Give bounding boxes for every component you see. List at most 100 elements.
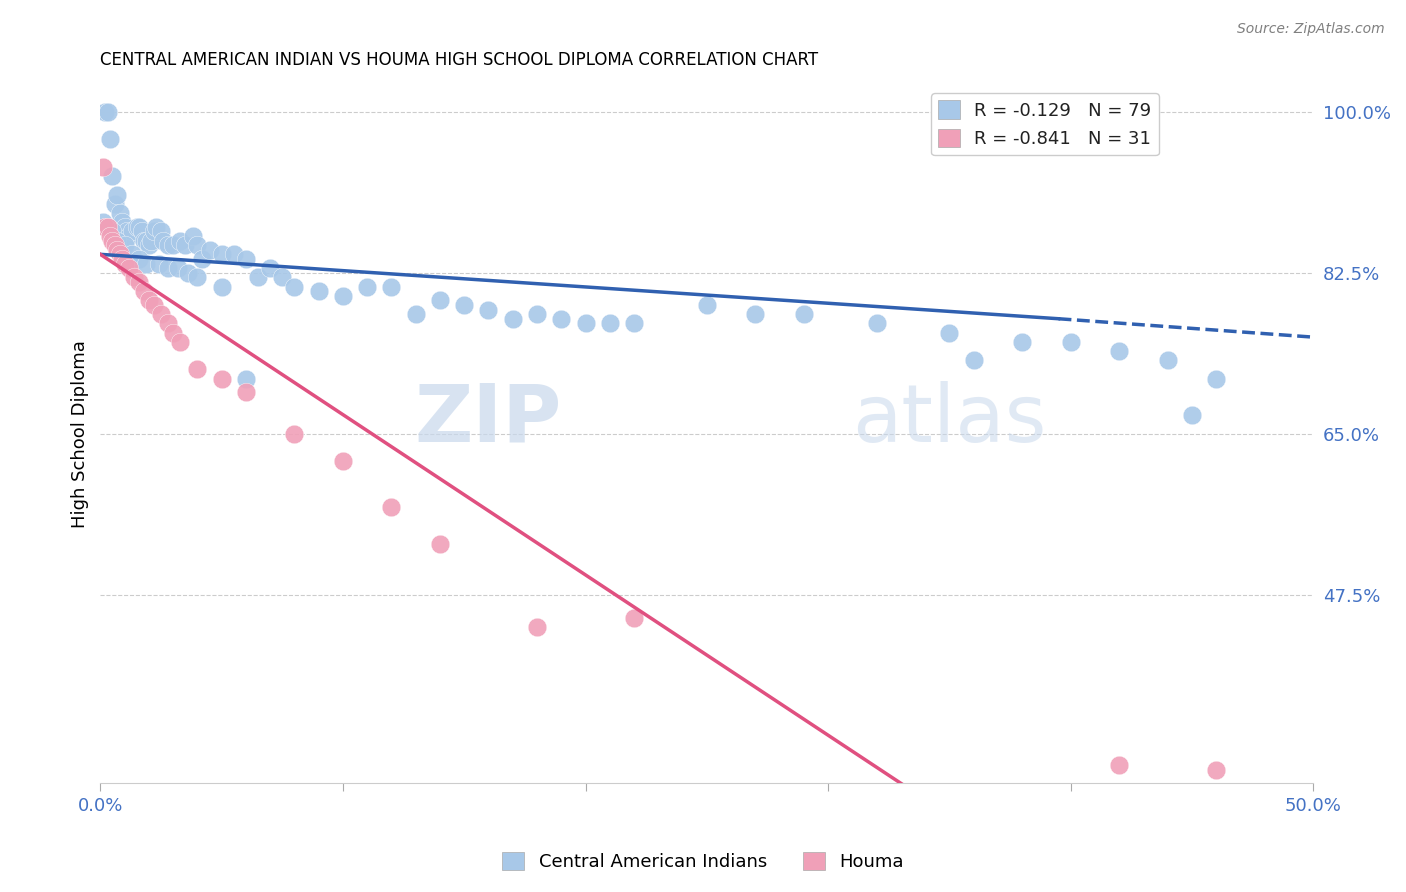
Point bbox=[1157, 353, 1180, 368]
Point bbox=[453, 298, 475, 312]
Point bbox=[132, 234, 155, 248]
Point bbox=[526, 620, 548, 634]
Point bbox=[101, 234, 124, 248]
Point bbox=[135, 256, 157, 270]
Point bbox=[167, 261, 190, 276]
Point bbox=[145, 219, 167, 234]
Point bbox=[186, 270, 208, 285]
Point bbox=[91, 160, 114, 174]
Point bbox=[104, 196, 127, 211]
Point bbox=[97, 219, 120, 234]
Point bbox=[105, 243, 128, 257]
Point bbox=[124, 270, 146, 285]
Point bbox=[128, 275, 150, 289]
Point bbox=[574, 316, 596, 330]
Point bbox=[308, 284, 330, 298]
Point bbox=[142, 224, 165, 238]
Point bbox=[162, 238, 184, 252]
Point bbox=[128, 219, 150, 234]
Point bbox=[271, 270, 294, 285]
Point bbox=[104, 238, 127, 252]
Point bbox=[181, 228, 204, 243]
Point bbox=[405, 307, 427, 321]
Point bbox=[793, 307, 815, 321]
Point bbox=[125, 219, 148, 234]
Point bbox=[477, 302, 499, 317]
Point bbox=[105, 187, 128, 202]
Point bbox=[115, 224, 138, 238]
Point bbox=[135, 234, 157, 248]
Point bbox=[157, 261, 180, 276]
Point bbox=[380, 279, 402, 293]
Legend: R = -0.129   N = 79, R = -0.841   N = 31: R = -0.129 N = 79, R = -0.841 N = 31 bbox=[931, 93, 1159, 155]
Point bbox=[118, 261, 141, 276]
Point bbox=[332, 454, 354, 468]
Point bbox=[132, 284, 155, 298]
Point bbox=[150, 307, 173, 321]
Point bbox=[114, 256, 136, 270]
Point bbox=[169, 334, 191, 349]
Point bbox=[963, 353, 986, 368]
Point bbox=[108, 247, 131, 261]
Legend: Central American Indians, Houma: Central American Indians, Houma bbox=[495, 845, 911, 879]
Point bbox=[191, 252, 214, 266]
Text: CENTRAL AMERICAN INDIAN VS HOUMA HIGH SCHOOL DIPLOMA CORRELATION CHART: CENTRAL AMERICAN INDIAN VS HOUMA HIGH SC… bbox=[100, 51, 818, 69]
Point bbox=[98, 228, 121, 243]
Point bbox=[162, 326, 184, 340]
Point bbox=[623, 611, 645, 625]
Point bbox=[157, 316, 180, 330]
Point bbox=[198, 243, 221, 257]
Point bbox=[550, 311, 572, 326]
Point bbox=[111, 215, 134, 229]
Point bbox=[222, 247, 245, 261]
Point bbox=[138, 238, 160, 252]
Point bbox=[211, 371, 233, 385]
Text: ZIP: ZIP bbox=[413, 381, 561, 458]
Point bbox=[150, 224, 173, 238]
Point bbox=[356, 279, 378, 293]
Point bbox=[105, 234, 128, 248]
Point bbox=[142, 298, 165, 312]
Point bbox=[98, 132, 121, 146]
Point bbox=[1205, 371, 1227, 385]
Point bbox=[148, 256, 170, 270]
Point bbox=[108, 206, 131, 220]
Point bbox=[211, 279, 233, 293]
Point bbox=[526, 307, 548, 321]
Point bbox=[101, 169, 124, 183]
Point bbox=[94, 104, 117, 119]
Point bbox=[211, 247, 233, 261]
Point bbox=[101, 224, 124, 238]
Point bbox=[91, 215, 114, 229]
Point bbox=[623, 316, 645, 330]
Point bbox=[1108, 343, 1130, 358]
Point bbox=[865, 316, 887, 330]
Point bbox=[121, 224, 143, 238]
Point bbox=[938, 326, 960, 340]
Point bbox=[332, 289, 354, 303]
Point bbox=[283, 426, 305, 441]
Point bbox=[94, 219, 117, 234]
Text: atlas: atlas bbox=[852, 381, 1046, 458]
Point bbox=[186, 362, 208, 376]
Point bbox=[111, 252, 134, 266]
Point bbox=[128, 252, 150, 266]
Point bbox=[1011, 334, 1033, 349]
Point bbox=[1205, 763, 1227, 777]
Point bbox=[152, 234, 174, 248]
Point bbox=[696, 298, 718, 312]
Point bbox=[1108, 758, 1130, 772]
Point bbox=[174, 238, 197, 252]
Point bbox=[114, 219, 136, 234]
Point bbox=[1181, 409, 1204, 423]
Point bbox=[744, 307, 766, 321]
Point bbox=[429, 293, 451, 308]
Point bbox=[247, 270, 270, 285]
Point bbox=[235, 371, 257, 385]
Point bbox=[259, 261, 281, 276]
Point bbox=[157, 238, 180, 252]
Point bbox=[235, 385, 257, 400]
Point bbox=[186, 238, 208, 252]
Point bbox=[599, 316, 621, 330]
Point bbox=[429, 537, 451, 551]
